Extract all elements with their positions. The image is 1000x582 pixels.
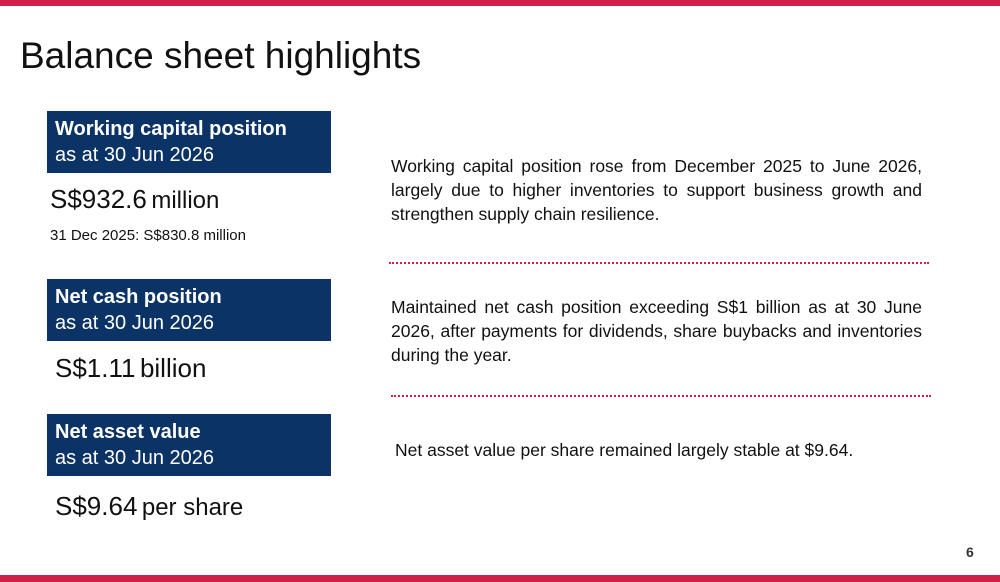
net-asset-label-date: as at 30 Jun 2026: [55, 447, 215, 469]
net-asset-label-title: Net asset value: [55, 421, 201, 443]
net-cash-value-number: S$1.11: [55, 353, 136, 383]
top-accent-bar: [0, 0, 1000, 6]
net-cash-label-date: as at 30 Jun 2026: [55, 312, 215, 334]
working-capital-value: S$932.6 million: [50, 184, 219, 215]
section-divider: [389, 262, 929, 264]
working-capital-description: Working capital position rose from Decem…: [391, 156, 922, 224]
net-asset-value: S$9.64 per share: [55, 491, 243, 522]
net-asset-description: Net asset value per share remained large…: [395, 440, 854, 460]
working-capital-label: Working capital position as at 30 Jun 20…: [47, 111, 331, 173]
working-capital-label-title: Working capital position: [55, 118, 287, 140]
net-cash-value-unit: billion: [139, 353, 207, 383]
working-capital-value-number: S$932.6: [50, 184, 147, 214]
net-asset-label: Net asset value as at 30 Jun 2026: [47, 414, 331, 476]
working-capital-comparison: 31 Dec 2025: S$830.8 million: [50, 227, 246, 244]
bottom-accent-bar: [0, 575, 1000, 582]
net-cash-description: Maintained net cash position exceeding S…: [391, 297, 922, 365]
page-title: Balance sheet highlights: [20, 35, 422, 76]
working-capital-label-date: as at 30 Jun 2026: [55, 144, 215, 166]
working-capital-value-unit: million: [151, 187, 220, 214]
section-divider: [391, 395, 931, 397]
net-asset-value-unit: per share: [141, 494, 244, 521]
net-asset-value-number: S$9.64: [55, 491, 138, 521]
net-cash-value: S$1.11 billion: [55, 353, 206, 384]
page-number: 6: [966, 544, 974, 560]
net-cash-label: Net cash position as at 30 Jun 2026: [47, 279, 331, 341]
net-cash-label-title: Net cash position: [55, 286, 222, 308]
